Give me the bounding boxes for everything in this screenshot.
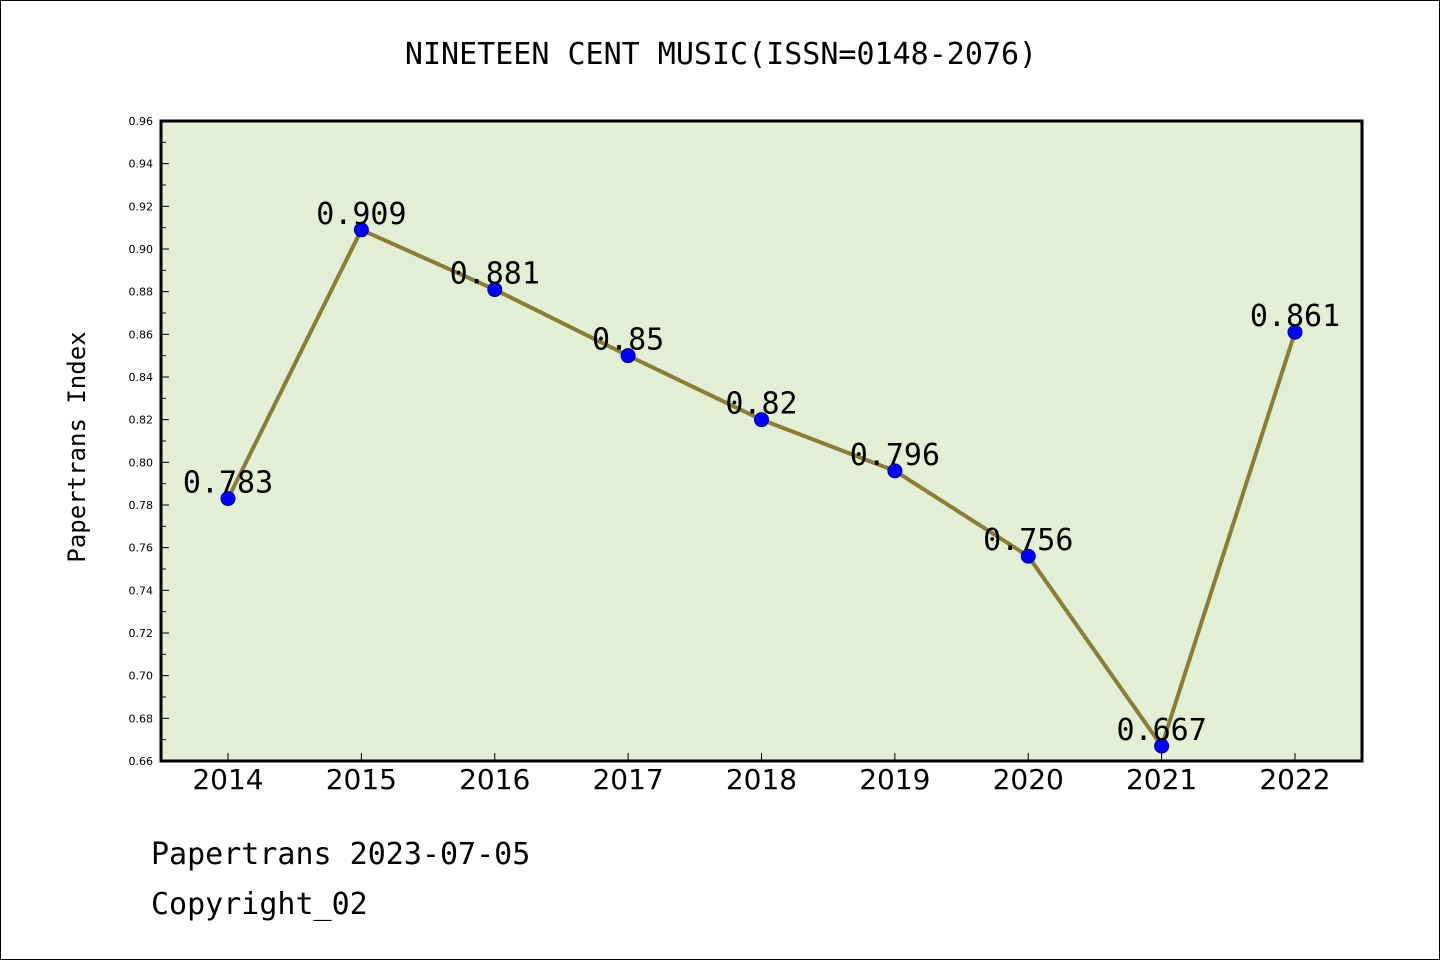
data-label: 0.881 <box>450 257 540 292</box>
y-tick-label: 0.96 <box>129 115 154 128</box>
y-tick-label: 0.68 <box>129 712 154 725</box>
chart-title: NINETEEN CENT MUSIC(ISSN=0148-2076) <box>404 37 1038 72</box>
x-tick-label: 2018 <box>726 763 797 796</box>
plot-border <box>159 119 1364 763</box>
data-label: 0.783 <box>183 466 273 501</box>
data-point <box>1287 324 1303 340</box>
y-tick-label: 0.66 <box>129 755 154 768</box>
x-tick-label: 2014 <box>192 763 263 796</box>
data-point <box>353 222 369 238</box>
y-tick-label: 0.92 <box>129 200 154 213</box>
data-point <box>1020 548 1036 564</box>
data-point <box>220 491 236 507</box>
data-point <box>887 463 903 479</box>
x-tick-label: 2016 <box>459 763 530 796</box>
y-tick-label: 0.86 <box>129 328 154 341</box>
y-tick-label: 0.94 <box>129 158 154 171</box>
x-tick-label: 2022 <box>1259 763 1330 796</box>
data-label: 0.756 <box>983 523 1073 558</box>
data-point <box>1154 738 1170 754</box>
y-tick-label: 0.78 <box>129 499 154 512</box>
y-tick-label: 0.74 <box>129 584 154 597</box>
y-tick-label: 0.70 <box>129 670 154 683</box>
data-label: 0.667 <box>1116 713 1206 748</box>
data-point <box>487 282 503 298</box>
footer-copyright: Copyright_02 <box>151 887 368 922</box>
y-tick-label: 0.84 <box>129 371 154 384</box>
data-point <box>754 412 769 428</box>
x-tick-label: 2020 <box>993 763 1064 796</box>
x-tick-label: 2015 <box>326 763 397 796</box>
y-tick-label: 0.82 <box>129 414 154 427</box>
data-label: 0.85 <box>592 323 664 358</box>
y-tick-label: 0.80 <box>129 456 154 469</box>
x-tick-label: 2017 <box>592 763 663 796</box>
y-tick-label: 0.72 <box>129 627 154 640</box>
data-label: 0.909 <box>316 197 406 232</box>
y-tick-label: 0.88 <box>129 286 154 299</box>
data-label: 0.82 <box>725 387 797 422</box>
data-label: 0.861 <box>1250 299 1340 334</box>
data-point <box>620 348 636 364</box>
y-tick-label: 0.90 <box>129 243 154 256</box>
footer-date: Papertrans 2023-07-05 <box>151 837 531 872</box>
x-tick-label: 2019 <box>859 763 930 796</box>
data-label: 0.796 <box>850 438 940 473</box>
x-tick-label: 2021 <box>1126 763 1197 796</box>
y-tick-label: 0.76 <box>129 542 154 555</box>
